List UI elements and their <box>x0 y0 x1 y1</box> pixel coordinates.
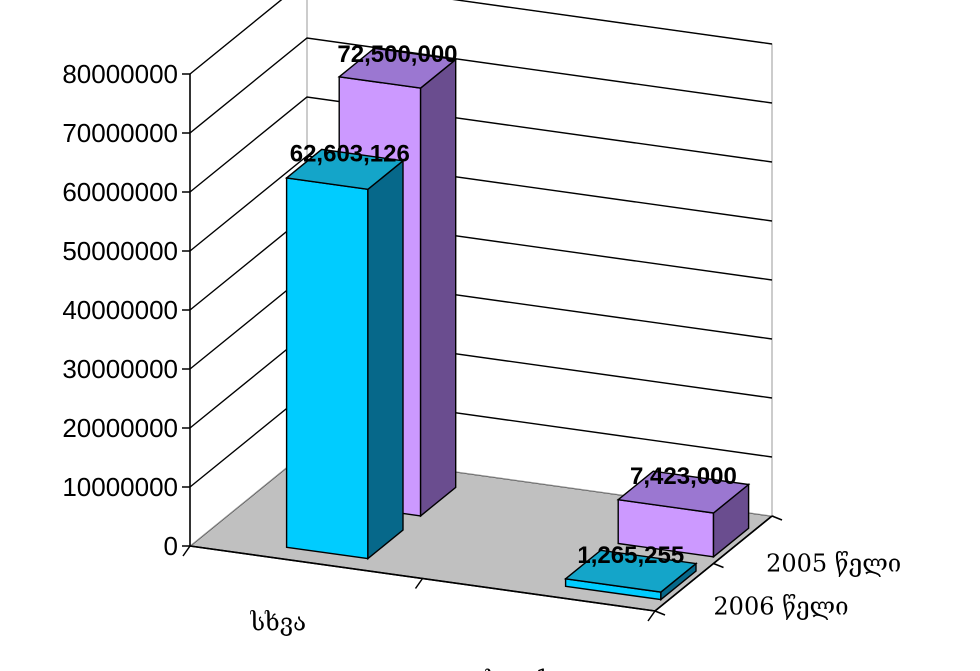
y-tick-label: 50000000 <box>62 236 178 266</box>
gridline <box>189 37 773 134</box>
x-tick <box>182 545 191 557</box>
y-tick-label: 10000000 <box>62 472 178 502</box>
bar-top-face <box>616 470 751 514</box>
bar <box>563 549 698 602</box>
y-tick-label: 0 <box>164 531 178 561</box>
depth-tick <box>771 515 783 521</box>
depth-tick <box>654 610 666 616</box>
series-label: 2005 წელი <box>766 550 901 578</box>
bar-side-face <box>367 159 404 561</box>
gridline <box>189 0 773 75</box>
category-label: სხვა <box>249 608 306 636</box>
gridline <box>189 155 773 252</box>
y-tick-label: 60000000 <box>62 177 178 207</box>
y-tick-label: 40000000 <box>62 295 178 325</box>
data-label: 7,423,000 <box>630 463 737 490</box>
y-tick-label: 70000000 <box>62 118 178 148</box>
bar-front-face <box>285 177 369 560</box>
bar <box>284 148 405 561</box>
y-tick-label: 80000000 <box>62 59 178 89</box>
axes <box>182 73 783 622</box>
x-tick <box>414 578 424 589</box>
bars <box>284 47 751 602</box>
labels: 0 10000000 20000000 30000000 40000000 5000000… <box>62 41 901 671</box>
depth-tick <box>713 562 724 569</box>
bar-top-face <box>563 549 698 593</box>
category-label: სტიქია <box>485 667 572 671</box>
data-label: 1,265,255 <box>577 542 684 569</box>
data-label: 72,500,000 <box>337 41 457 68</box>
bar <box>616 470 751 559</box>
data-label: 62,603,126 <box>290 140 410 167</box>
gridline <box>189 96 773 193</box>
bar-side-face <box>419 58 457 518</box>
y-tick-label: 30000000 <box>62 354 178 384</box>
bar-top-face <box>337 47 458 89</box>
x-tick <box>647 610 656 622</box>
y-tick-label: 20000000 <box>62 413 178 443</box>
bar-top-face <box>284 148 405 191</box>
series-label: 2006 წელი <box>713 592 848 620</box>
